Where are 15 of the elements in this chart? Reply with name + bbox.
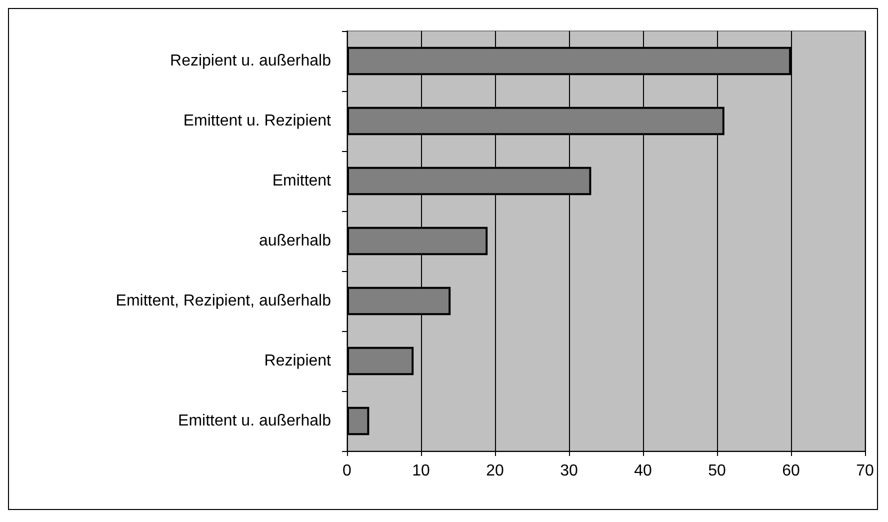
y-tick-label: Emittent — [272, 172, 332, 190]
x-tick-label: 30 — [560, 462, 578, 480]
x-tick-label: 60 — [782, 462, 800, 480]
x-tick-label: 40 — [634, 462, 652, 480]
x-tick-label: 70 — [856, 462, 874, 480]
y-tick-label: Emittent u. Rezipient — [183, 112, 332, 130]
y-tick-label: Rezipient — [264, 352, 332, 370]
y-tick-label: Emittent, Rezipient, außerhalb — [116, 292, 332, 310]
y-tick-label: Rezipient u. außerhalb — [170, 52, 332, 70]
x-tick-label: 50 — [708, 462, 726, 480]
x-tick-label: 0 — [342, 462, 352, 480]
y-tick-label: außerhalb — [258, 232, 332, 250]
x-tick-label: 20 — [486, 462, 504, 480]
y-tick-label: Emittent u. außerhalb — [178, 412, 332, 430]
x-tick-label: 10 — [412, 462, 430, 480]
